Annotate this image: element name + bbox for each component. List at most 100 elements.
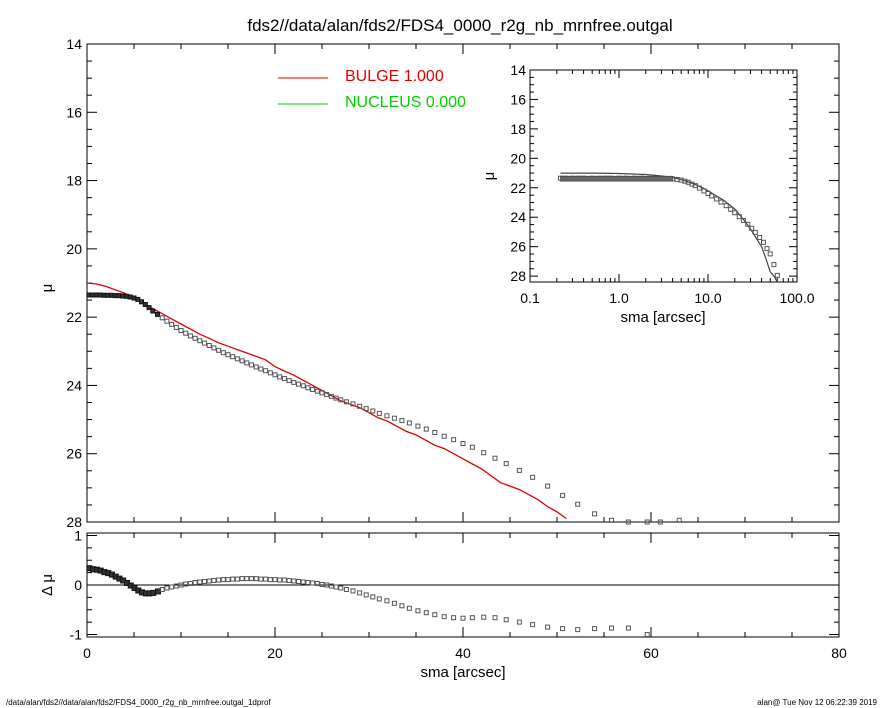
residual-point (469, 615, 475, 621)
inset-ytick-label: 28 (510, 268, 526, 284)
data-point (291, 379, 297, 385)
data-point (253, 364, 259, 370)
residual-point (324, 582, 330, 588)
residual-point (350, 588, 356, 594)
residual-point (376, 596, 382, 602)
residual-point (164, 585, 170, 591)
inset-bulge-line (560, 172, 778, 283)
data-point (300, 383, 306, 389)
inset-xlabel: sma [arcsec] (620, 309, 705, 326)
main-ytick-label: 24 (66, 377, 82, 393)
data-point (159, 315, 165, 321)
bulge-model-line (86, 282, 567, 520)
data-point (481, 450, 487, 456)
data-point (258, 366, 264, 372)
residual-point (338, 585, 344, 591)
inset-xtick-label: 100.0 (779, 290, 814, 306)
residual-point (169, 584, 175, 590)
main-panel: 14 16 18 20 22 24 26 28 μ BULGE 1.000 NUCLEUS 0… (39, 36, 840, 530)
residual-point (267, 577, 273, 583)
residual-ytick-label: 0 (74, 577, 82, 593)
residual-point (415, 608, 421, 614)
inset-data-point (736, 214, 742, 220)
inset-data-point (709, 193, 715, 199)
data-point (357, 403, 363, 409)
data-point (192, 335, 198, 341)
residual-xtick-label: 80 (831, 645, 847, 661)
inset-ytick-label: 16 (510, 91, 526, 107)
data-point (503, 461, 509, 467)
data-point (263, 368, 269, 374)
inset-data-point (718, 199, 724, 205)
residual-ylabel: Δ μ (39, 574, 56, 596)
residual-x-axis: 0 20 40 60 80 (83, 533, 847, 661)
residual-point (220, 577, 226, 583)
inset-ytick-label: 22 (510, 180, 526, 196)
inset-ytick-label: 24 (510, 209, 526, 225)
residual-point (560, 626, 566, 632)
residual-point (530, 622, 536, 628)
data-point (178, 328, 184, 333)
legend-nucleus-label: NUCLEUS 0.000 (345, 94, 466, 111)
inset-data-point (761, 239, 766, 245)
data-point (319, 390, 325, 396)
data-point (216, 347, 222, 353)
chart-title: fds2//data/alan/fds2/FDS4_0000_r2g_nb_mr… (247, 16, 672, 35)
footer-left: /data/alan/fds2//data/alan/fds2/FDS4_000… (6, 698, 271, 707)
data-point (545, 483, 551, 489)
residual-point (503, 617, 509, 623)
residual-point (197, 579, 203, 585)
inset-data-point (764, 246, 770, 252)
data-point (234, 356, 240, 362)
residual-xtick-label: 20 (267, 645, 283, 661)
residual-point (192, 580, 198, 585)
inset-data-point (714, 196, 720, 202)
residual-xtick-label: 0 (83, 645, 91, 661)
residual-point (310, 580, 316, 586)
data-point (146, 305, 152, 311)
residual-point (481, 614, 487, 620)
data-point (469, 444, 475, 450)
main-ytick-label: 22 (66, 309, 82, 325)
residual-point (187, 581, 193, 586)
residual-point (363, 592, 369, 598)
data-point (592, 511, 598, 517)
data-point (220, 350, 226, 356)
residual-point (211, 578, 217, 583)
inset-data-point (732, 210, 738, 216)
inset-data-point (774, 272, 780, 278)
data-point (249, 362, 254, 368)
data-point (328, 393, 334, 399)
data-point (211, 345, 217, 351)
inset-ytick-label: 14 (510, 62, 526, 78)
data-point (391, 415, 397, 421)
data-point (296, 381, 301, 387)
data-point (363, 406, 369, 412)
residual-point (277, 577, 283, 583)
residual-point (253, 576, 259, 582)
main-ytick-label: 18 (66, 173, 82, 189)
residual-point (249, 576, 254, 582)
data-point (350, 401, 356, 407)
data-point (451, 437, 457, 443)
data-point (657, 519, 663, 525)
data-point (239, 358, 245, 364)
inset-data-point (749, 225, 755, 231)
residual-point (291, 578, 297, 584)
data-point (230, 354, 236, 360)
data-point (460, 441, 466, 446)
data-point (376, 410, 382, 416)
main-ytick-label: 26 (66, 446, 82, 462)
data-point (173, 324, 179, 330)
data-point (324, 392, 330, 398)
residual-point (300, 579, 306, 585)
data-point (277, 374, 283, 380)
main-ytick-label: 20 (66, 241, 82, 257)
inset-ytick-label: 26 (510, 239, 526, 255)
inset-y-axis: 14 16 18 20 22 24 26 28 (510, 62, 797, 284)
main-ytick-label: 14 (66, 36, 82, 52)
data-point (560, 492, 566, 498)
main-y-axis: 14 16 18 20 22 24 26 28 (66, 36, 839, 530)
residual-point (625, 625, 631, 631)
